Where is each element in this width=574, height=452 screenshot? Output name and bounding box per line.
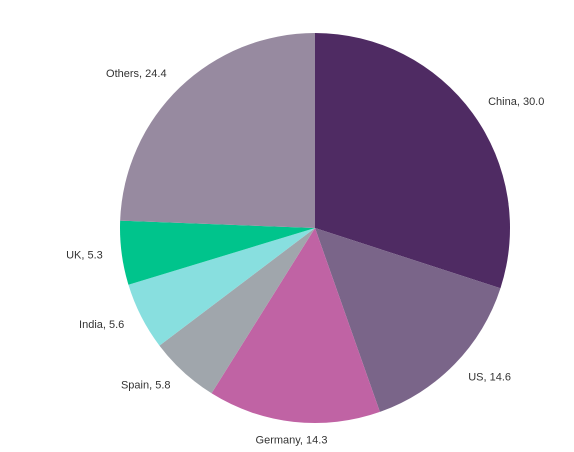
pie-slice-spain <box>159 228 315 394</box>
pie-slice-china <box>315 33 511 289</box>
slice-label-us: US, 14.6 <box>468 371 511 383</box>
pie-slices <box>120 33 511 423</box>
slice-label-india: India, 5.6 <box>79 319 124 331</box>
pie-slice-india <box>128 228 315 346</box>
slice-labels: China, 30.0 US, 14.6 Germany, 14.3 Spain, 5… <box>66 68 544 447</box>
slice-label-germany: Germany, 14.3 <box>256 435 328 447</box>
slice-label-others: Others, 24.4 <box>106 68 167 80</box>
slice-label-spain: Spain, 5.8 <box>121 380 171 392</box>
pie-slice-germany <box>211 228 380 423</box>
slice-label-uk: UK, 5.3 <box>66 249 103 261</box>
pie-slice-us <box>315 228 501 412</box>
pie-slice-others <box>120 33 315 228</box>
slice-label-china: China, 30.0 <box>488 96 544 108</box>
pie-slice-uk <box>120 220 315 285</box>
